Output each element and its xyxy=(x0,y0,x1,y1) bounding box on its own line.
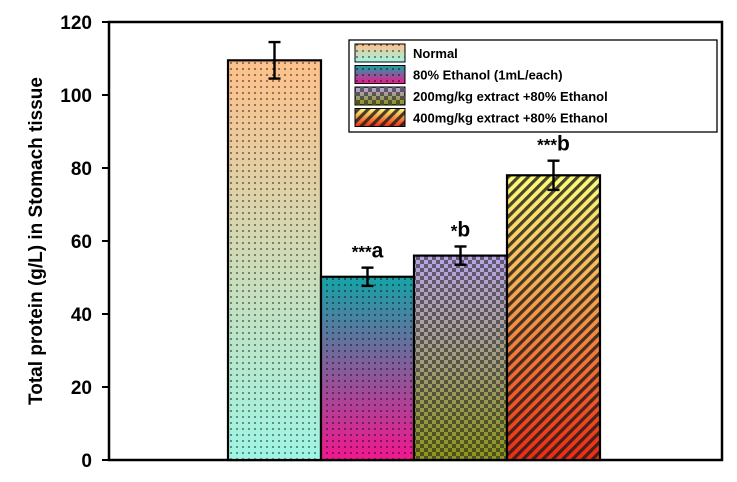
bars xyxy=(226,59,602,462)
significance-label-2: ***a xyxy=(352,240,384,263)
significance-stars: *** xyxy=(537,136,557,155)
legend-label: 400mg/kg extract +80% Ethanol xyxy=(413,111,608,126)
significance-label-4: ***b xyxy=(537,133,570,156)
y-axis-ticks: 0 20 40 60 80 100 120 xyxy=(60,13,109,472)
y-tick-label: 60 xyxy=(71,232,92,253)
y-tick-label: 40 xyxy=(71,305,92,326)
legend-item-3: 200mg/kg extract +80% Ethanol xyxy=(354,86,608,106)
legend-box xyxy=(348,39,718,133)
significance-letter: a xyxy=(372,240,384,263)
legend-item-2: 80% Ethanol (1mL/each) xyxy=(354,65,563,84)
error-bar-2 xyxy=(361,266,374,288)
significance-stars: * xyxy=(451,221,458,240)
legend-item-4: 400mg/kg extract +80% Ethanol xyxy=(354,108,608,127)
legend-swatch-outline xyxy=(354,86,406,106)
significance-letter: b xyxy=(457,218,470,241)
legend-item-1: Normal xyxy=(354,43,458,63)
y-tick-label: 100 xyxy=(60,86,92,107)
error-bar-3 xyxy=(454,245,467,266)
bar-4 xyxy=(505,174,602,462)
y-tick-label: 20 xyxy=(71,378,92,399)
legend-swatch-pattern xyxy=(355,108,405,127)
legend-swatch-pattern xyxy=(355,65,405,84)
bar-pattern xyxy=(414,255,507,460)
error-bar-4 xyxy=(547,159,560,192)
bar-1 xyxy=(226,59,323,462)
significance-stars: *** xyxy=(352,243,372,262)
legend-swatch-outline xyxy=(354,108,406,127)
legend-swatch-pattern xyxy=(355,44,405,62)
bar-pattern xyxy=(228,60,321,460)
bar-pattern xyxy=(321,276,414,460)
legend-swatch-pattern xyxy=(355,87,405,105)
significance-label-3: *b xyxy=(451,218,470,241)
legend-swatch-outline xyxy=(354,43,406,63)
y-tick-label: 80 xyxy=(71,159,92,180)
legend-swatch-outline xyxy=(354,65,406,84)
significance-letter: b xyxy=(557,133,570,156)
significance-annotations: ***a*b***b xyxy=(352,133,570,263)
bar-pattern xyxy=(507,175,600,461)
y-tick-label: 0 xyxy=(81,451,92,472)
legend-label: Normal xyxy=(413,46,458,61)
bar-2 xyxy=(319,275,416,462)
legend-label: 80% Ethanol (1mL/each) xyxy=(413,68,563,83)
error-bars xyxy=(268,40,560,288)
bar-3 xyxy=(412,254,509,462)
y-tick-label: 120 xyxy=(60,13,92,34)
y-axis-title: Total protein (g/L) in Stomach tissue xyxy=(26,77,47,405)
legend-label: 200mg/kg extract +80% Ethanol xyxy=(413,89,608,104)
error-bar-1 xyxy=(268,40,281,80)
legend: Normal 80% Ethanol (1mL/each) 200mg/kg ext… xyxy=(348,39,718,133)
